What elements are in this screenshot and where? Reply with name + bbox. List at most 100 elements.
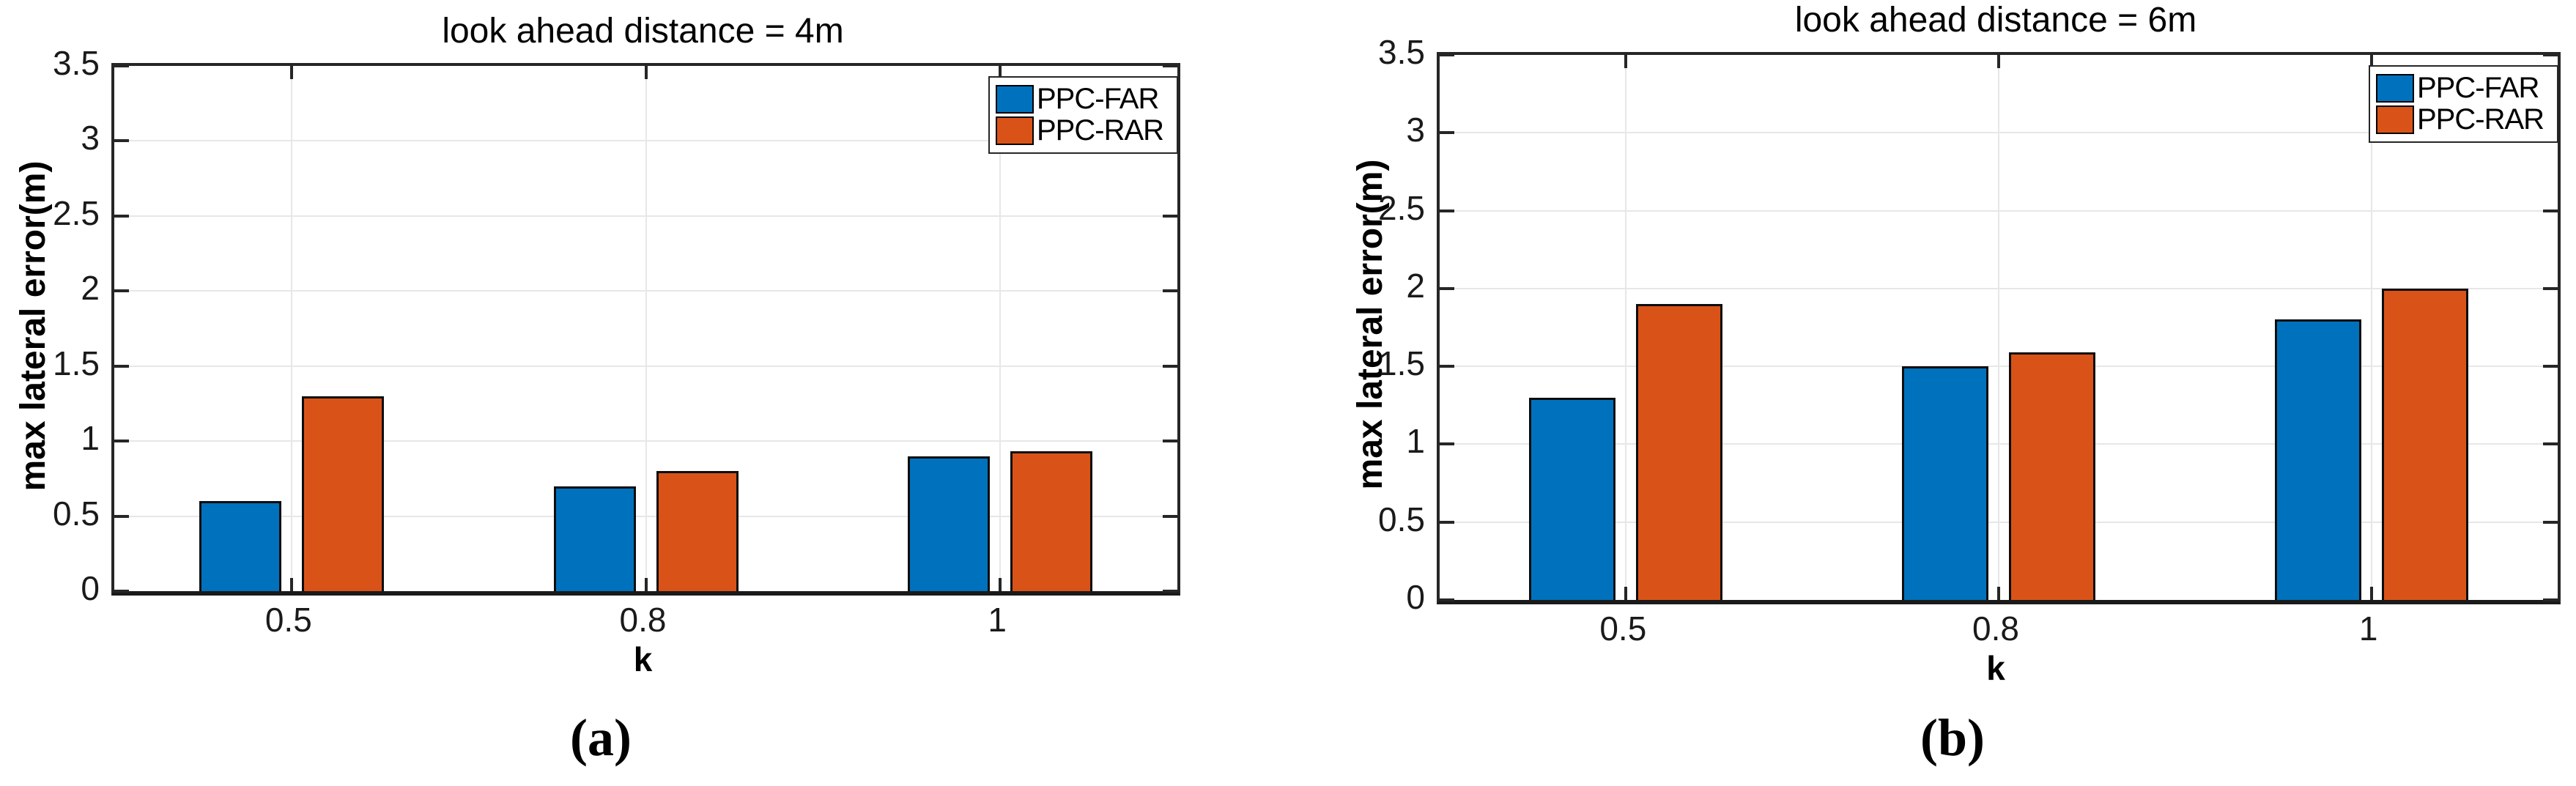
y-tick-label: 0 xyxy=(81,569,100,607)
y-tick-mark-right xyxy=(1163,590,1177,593)
chart-b-plot-area xyxy=(1437,52,2561,604)
y-tick-label: 1.5 xyxy=(1378,344,1425,383)
x-tick-mark-bottom xyxy=(1997,587,2000,600)
y-tick-mark-left xyxy=(1440,365,1454,368)
y-tick-mark-left xyxy=(114,364,129,368)
chart-a-x-axis-label: k xyxy=(633,640,653,678)
y-tick-mark-right xyxy=(2543,598,2558,601)
y-tick-label: 0 xyxy=(1406,578,1425,616)
y-tick-label: 2 xyxy=(81,269,100,308)
legend-swatch-ppc-far xyxy=(2376,74,2414,103)
x-gridline xyxy=(999,66,1002,591)
y-tick-mark-left xyxy=(1440,131,1454,135)
legend-row-ppc-rar: PPC-RAR xyxy=(2376,105,2551,135)
y-tick-mark-right xyxy=(1163,514,1177,518)
y-tick-label: 3.5 xyxy=(53,44,100,82)
y-tick-mark-right xyxy=(1163,440,1177,443)
x-tick-mark-bottom xyxy=(1624,587,1628,600)
y-tick-label: 2 xyxy=(1406,266,1425,305)
x-tick-mark-bottom xyxy=(999,578,1002,591)
bar-ppc-far-k0.8 xyxy=(1902,366,1988,600)
x-tick-mark-top xyxy=(999,66,1002,79)
y-tick-mark-left xyxy=(1440,442,1454,446)
x-tick-mark-top xyxy=(1997,55,2000,68)
y-tick-mark-left xyxy=(114,139,129,143)
x-gridline xyxy=(1998,55,1999,600)
legend-swatch-ppc-far xyxy=(996,85,1034,114)
legend-swatch-ppc-rar xyxy=(2376,105,2414,134)
bar-ppc-far-k0.5 xyxy=(1529,397,1616,600)
x-gridline xyxy=(1625,55,1627,600)
x-gridline xyxy=(2370,55,2372,600)
legend-label-ppc-rar: PPC-RAR xyxy=(1037,114,1164,147)
x-tick-label: 1 xyxy=(988,601,1007,639)
y-tick-label: 2.5 xyxy=(1378,188,1425,227)
chart-b-title: look ahead distance = 6m xyxy=(1794,1,2197,40)
y-tick-mark-right xyxy=(1163,364,1177,368)
y-tick-label: 1 xyxy=(81,419,100,458)
y-tick-mark-left xyxy=(1440,53,1454,56)
x-tick-label: 0.5 xyxy=(1599,609,1647,648)
y-tick-mark-left xyxy=(114,590,129,593)
x-tick-label: 0.5 xyxy=(264,601,312,639)
x-tick-mark-bottom xyxy=(289,578,293,591)
bar-ppc-far-k0.8 xyxy=(553,486,636,591)
x-gridline xyxy=(645,66,647,591)
legend-label-ppc-rar: PPC-RAR xyxy=(2417,103,2544,136)
chart-b-y-axis-label: max lateral error(m) xyxy=(1351,159,1390,490)
legend-label-ppc-far: PPC-FAR xyxy=(1037,83,1159,115)
x-tick-label: 0.8 xyxy=(1972,609,2019,648)
y-tick-mark-right xyxy=(2543,53,2558,56)
y-tick-mark-right xyxy=(1163,289,1177,293)
y-tick-label: 3 xyxy=(1406,111,1425,149)
y-tick-mark-left xyxy=(1440,209,1454,212)
y-tick-mark-right xyxy=(2543,365,2558,368)
subfigure-b-caption: (b) xyxy=(1920,708,1985,767)
y-tick-label: 0.5 xyxy=(53,494,100,533)
y-tick-label: 1.5 xyxy=(53,344,100,382)
y-tick-mark-right xyxy=(2543,442,2558,446)
chart-b-x-axis-label: k xyxy=(1986,649,2005,687)
chart-a-legend: PPC-FAR PPC-RAR xyxy=(988,76,1178,154)
x-tick-mark-bottom xyxy=(2369,587,2373,600)
y-tick-label: 0.5 xyxy=(1378,500,1425,538)
y-tick-mark-left xyxy=(1440,520,1454,524)
x-tick-mark-top xyxy=(289,66,293,79)
subfigure-a-caption: (a) xyxy=(570,708,632,767)
legend-label-ppc-far: PPC-FAR xyxy=(2417,72,2539,104)
x-tick-label: 1 xyxy=(2358,609,2378,648)
bar-ppc-far-k0.5 xyxy=(199,501,281,591)
bar-ppc-rar-k1 xyxy=(1010,451,1093,591)
y-tick-mark-left xyxy=(114,214,129,218)
bar-ppc-rar-k0.5 xyxy=(301,396,384,591)
y-tick-label: 2.5 xyxy=(53,193,100,232)
chart-b-legend: PPC-FAR PPC-RAR xyxy=(2369,65,2558,143)
y-tick-mark-left xyxy=(1440,598,1454,601)
x-tick-mark-top xyxy=(644,66,648,79)
bar-ppc-far-k1 xyxy=(908,456,991,591)
bar-ppc-far-k1 xyxy=(2274,319,2361,600)
chart-a-lookahead-4m: look ahead distance = 4m max lateral err… xyxy=(14,12,1180,678)
bar-ppc-rar-k0.5 xyxy=(1636,304,1723,600)
x-tick-label: 0.8 xyxy=(619,601,667,639)
legend-swatch-ppc-rar xyxy=(996,116,1034,145)
y-tick-mark-left xyxy=(114,64,129,67)
x-tick-mark-bottom xyxy=(644,578,648,591)
x-tick-mark-top xyxy=(1624,55,1628,68)
y-tick-label: 3.5 xyxy=(1378,33,1425,71)
y-tick-mark-left xyxy=(114,514,129,518)
y-tick-mark-right xyxy=(2543,286,2558,290)
bar-ppc-rar-k1 xyxy=(2381,288,2468,600)
y-tick-mark-right xyxy=(2543,209,2558,212)
legend-row-ppc-far: PPC-FAR xyxy=(996,84,1171,114)
x-tick-mark-top xyxy=(2369,55,2373,68)
y-tick-mark-right xyxy=(1163,64,1177,67)
y-tick-mark-left xyxy=(114,440,129,443)
y-tick-mark-right xyxy=(1163,214,1177,218)
y-tick-mark-left xyxy=(1440,286,1454,290)
bar-ppc-rar-k0.8 xyxy=(656,471,739,591)
legend-row-ppc-far: PPC-FAR xyxy=(2376,73,2551,103)
chart-a-y-axis-label: max lateral error(m) xyxy=(14,160,53,491)
y-tick-label: 1 xyxy=(1406,422,1425,461)
